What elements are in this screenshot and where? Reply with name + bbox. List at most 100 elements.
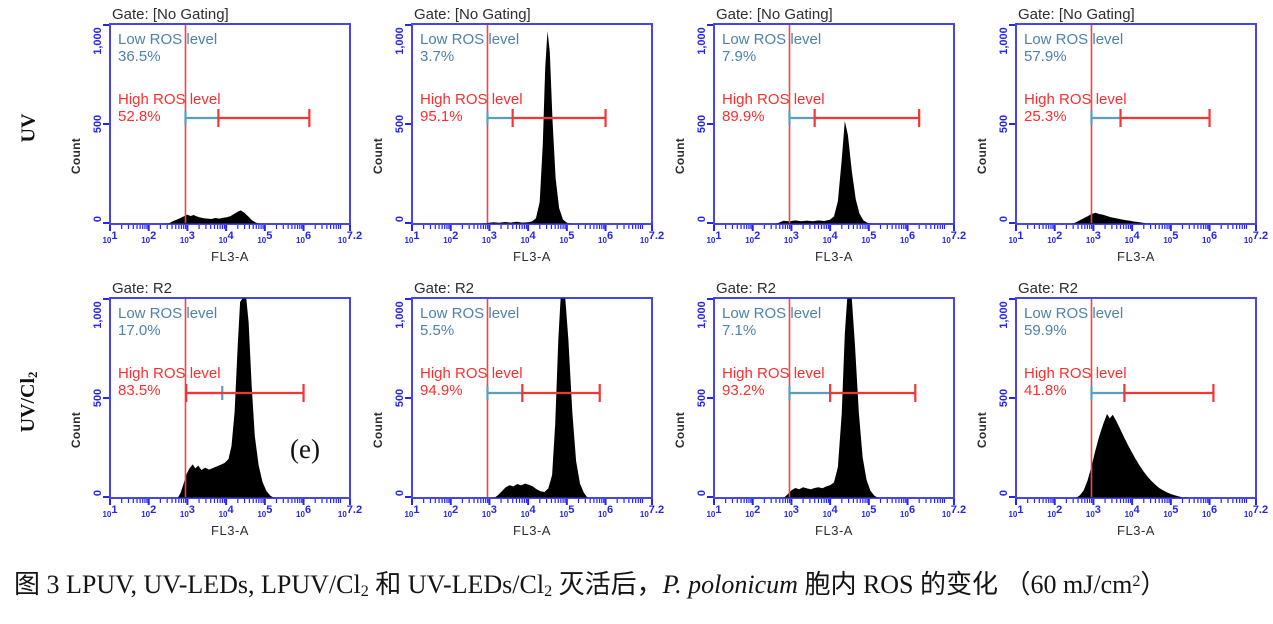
y-axis-tick-label: 1,000 xyxy=(696,301,708,329)
row-label-segment: UV/Cl xyxy=(16,377,39,433)
x-tick-exponent: 1 xyxy=(111,504,118,516)
y-axis-tick-label: 0 xyxy=(696,489,708,497)
high-ros-annotation: High ROS level 25.3% xyxy=(1024,91,1127,125)
y-axis-tick-label: 0 xyxy=(92,489,104,497)
x-tick-exponent: 1 xyxy=(1017,230,1024,242)
x-tick-base: 10 xyxy=(1202,510,1211,519)
gate-label: Gate: R2 xyxy=(112,280,173,297)
x-axis-tick-label: 104 xyxy=(219,504,234,522)
x-axis-tick-label: 102 xyxy=(745,504,760,522)
histogram-plot xyxy=(103,297,351,505)
x-axis-tick-label: 103 xyxy=(1086,230,1101,248)
x-tick-exponent: 3 xyxy=(188,230,195,242)
x-axis-tick-label: 106 xyxy=(296,230,311,248)
x-tick-base: 10 xyxy=(443,510,453,519)
x-tick-base: 10 xyxy=(481,510,491,519)
x-tick-exponent: 2 xyxy=(452,504,459,516)
high-ros-annotation: High ROS level 41.8% xyxy=(1024,365,1127,399)
x-tick-exponent: 6 xyxy=(908,504,916,516)
x-tick-base: 10 xyxy=(1008,236,1018,245)
histogram-series xyxy=(483,31,571,224)
x-axis-tick-label: 107.2 xyxy=(1244,504,1268,522)
caption-segment: ） xyxy=(1140,570,1167,599)
x-axis-tick-label: 105 xyxy=(1163,504,1178,522)
y-axis-tick-label: 500 xyxy=(394,388,406,408)
x-tick-base: 10 xyxy=(404,510,414,519)
x-axis-tick-label: 105 xyxy=(1163,230,1178,248)
x-axis-tick-label: 103 xyxy=(784,504,799,522)
x-tick-exponent: 1 xyxy=(715,230,722,242)
x-axis-tick-label: 105 xyxy=(559,230,574,248)
x-axis-tick-label: 107.2 xyxy=(338,504,362,522)
x-axis-title: FL3-A xyxy=(211,523,249,538)
flow-panel: Gate: [No Gating] Low ROS level 57.9% High … xyxy=(958,4,1268,276)
high-ros-value: 52.8% xyxy=(118,108,161,125)
y-axis-tick-label: 500 xyxy=(92,388,104,408)
x-tick-base: 10 xyxy=(257,236,267,245)
x-tick-base: 10 xyxy=(1085,236,1095,245)
x-tick-base: 10 xyxy=(404,236,414,245)
y-axis-tick-label: 1,000 xyxy=(92,301,104,329)
x-tick-base: 10 xyxy=(639,236,649,245)
plot-border xyxy=(1015,23,1257,225)
low-ros-annotation: Low ROS level 5.5% xyxy=(420,305,519,339)
plot-border xyxy=(1015,297,1257,499)
x-axis-tick-label: 101 xyxy=(404,230,419,248)
high-ros-annotation: High ROS level 94.9% xyxy=(420,365,523,399)
x-tick-exponent: 4 xyxy=(1133,230,1140,242)
x-axis-tick-label: 101 xyxy=(102,504,117,522)
caption-segment: 和 UV-LEDs/Cl xyxy=(368,570,545,599)
plot-border xyxy=(713,297,955,499)
x-tick-base: 10 xyxy=(1163,236,1173,245)
plot-border xyxy=(713,23,955,225)
high-ros-value: 93.2% xyxy=(722,382,765,399)
y-axis-title: Count xyxy=(371,411,385,449)
x-axis-tick-label: 106 xyxy=(1202,504,1217,522)
x-axis-tick-label: 103 xyxy=(1086,504,1101,522)
flow-panel: Gate: R2 Low ROS level 17.0% High ROS level… xyxy=(52,278,362,550)
x-axis-tick-label: 107.2 xyxy=(942,230,966,248)
plot-border xyxy=(109,23,351,225)
y-axis-tick-label: 1,000 xyxy=(998,301,1010,329)
row-label: UV xyxy=(18,114,41,143)
x-tick-base: 10 xyxy=(102,510,112,519)
x-tick-exponent: 4 xyxy=(529,504,536,516)
x-tick-base: 10 xyxy=(257,510,267,519)
plot-border xyxy=(411,23,653,225)
high-ros-label: High ROS level xyxy=(722,91,825,108)
x-axis-tick-label: 106 xyxy=(598,504,613,522)
histogram-plot xyxy=(1009,23,1257,231)
x-axis-tick-label: 103 xyxy=(482,230,497,248)
figure-caption: 图 3 LPUV, UV-LEDs, LPUV/Cl2 和 UV-LEDs/Cl… xyxy=(14,564,1269,601)
x-axis-tick-label: 106 xyxy=(1202,230,1217,248)
x-tick-exponent: 7.2 xyxy=(1252,504,1269,516)
figure: UV Gate: [No Gating] Low ROS level 36.5% Hig… xyxy=(6,4,1273,601)
x-axis-tick-label: 107.2 xyxy=(640,504,664,522)
x-axis-tick-label: 103 xyxy=(784,230,799,248)
x-tick-exponent: 7.2 xyxy=(346,504,363,516)
histogram-plot xyxy=(103,23,351,231)
x-tick-base: 10 xyxy=(218,510,228,519)
x-tick-exponent: 3 xyxy=(792,230,799,242)
x-tick-base: 10 xyxy=(1163,510,1173,519)
x-tick-exponent: 3 xyxy=(1094,504,1101,516)
histogram-series xyxy=(1072,212,1150,224)
x-tick-base: 10 xyxy=(337,236,347,245)
x-axis-tick-label: 104 xyxy=(521,504,536,522)
x-axis-tick-label: 104 xyxy=(219,230,234,248)
row-label-column: UV/Cl2 xyxy=(6,278,52,550)
x-tick-exponent: 1 xyxy=(1017,504,1024,516)
x-axis-tick-label: 104 xyxy=(823,504,838,522)
x-tick-base: 10 xyxy=(745,236,755,245)
high-ros-label: High ROS level xyxy=(420,365,523,382)
y-axis-tick-label: 500 xyxy=(998,388,1010,408)
figure-row: UV/Cl2 Gate: R2 Low ROS level 17.0% High ROS… xyxy=(6,278,1273,550)
y-axis-tick-label: 500 xyxy=(998,114,1010,134)
x-tick-exponent: 7.2 xyxy=(648,504,665,516)
gate-label: Gate: [No Gating] xyxy=(716,6,833,23)
gate-label: Gate: R2 xyxy=(1018,280,1079,297)
x-axis-tick-label: 101 xyxy=(706,230,721,248)
x-tick-exponent: 3 xyxy=(188,504,195,516)
x-tick-base: 10 xyxy=(598,236,607,245)
x-tick-exponent: 2 xyxy=(452,230,459,242)
